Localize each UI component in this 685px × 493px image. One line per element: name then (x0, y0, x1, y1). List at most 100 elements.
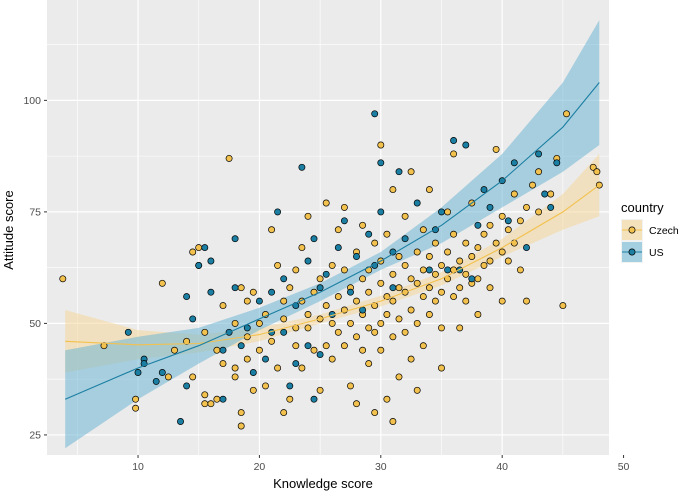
y-tick-label: 100 (23, 95, 41, 107)
point-us (413, 199, 421, 207)
point-czech (359, 221, 367, 229)
point-us (474, 221, 482, 229)
point-czech (304, 212, 312, 220)
point-czech (389, 186, 397, 194)
point-czech (219, 302, 227, 310)
point-us (310, 395, 318, 403)
point-czech (401, 261, 409, 269)
point-czech (268, 337, 276, 345)
point-czech (407, 306, 415, 314)
point-czech (298, 244, 306, 252)
point-czech (395, 315, 403, 323)
point-czech (407, 275, 415, 283)
fit-lines (64, 82, 600, 400)
point-czech (383, 311, 391, 318)
point-us (183, 293, 191, 301)
point-czech (510, 190, 518, 198)
point-czech (243, 355, 251, 363)
point-czech (207, 400, 215, 408)
point-us (365, 230, 373, 238)
point-czech (438, 261, 445, 269)
point-czech (438, 324, 445, 332)
point-czech (322, 302, 330, 310)
point-czech (304, 324, 312, 332)
point-czech (189, 373, 197, 381)
point-czech (132, 404, 140, 412)
point-czech (201, 391, 209, 399)
point-us (322, 270, 330, 278)
point-czech (237, 284, 245, 292)
point-us (310, 235, 318, 243)
point-czech (504, 257, 512, 265)
point-czech (389, 333, 397, 341)
point-czech (492, 145, 500, 153)
point-czech (59, 275, 67, 283)
x-tick-label: 20 (254, 461, 266, 473)
y-tick-label: 75 (29, 206, 41, 218)
y-axis-label: Attitude score (1, 190, 16, 270)
point-czech (486, 257, 494, 265)
point-czech (310, 346, 318, 354)
point-czech (462, 239, 470, 247)
point-us (359, 306, 367, 314)
point-us (450, 137, 458, 144)
point-us (304, 342, 312, 350)
point-czech (371, 328, 379, 336)
legend-key-point (628, 226, 636, 234)
point-czech (353, 333, 360, 341)
point-us (347, 288, 354, 296)
point-czech (274, 261, 282, 269)
point-czech (547, 190, 555, 198)
point-czech (389, 418, 397, 425)
point-czech (237, 422, 245, 430)
fit-line-us (64, 82, 600, 400)
point-czech (529, 181, 536, 189)
point-czech (340, 342, 348, 350)
point-us (395, 168, 403, 176)
point-us (316, 284, 324, 292)
point-us (231, 235, 239, 243)
point-us (486, 203, 494, 211)
point-czech (286, 284, 294, 292)
legend-entry-label: Czech (649, 225, 679, 237)
point-czech (158, 279, 166, 287)
point-czech (504, 226, 512, 234)
point-czech (377, 279, 385, 287)
point-us (255, 297, 263, 305)
point-czech (450, 150, 458, 158)
point-czech (462, 270, 470, 278)
point-czech (365, 360, 373, 368)
point-czech (468, 253, 476, 260)
point-czech (401, 328, 409, 336)
point-czech (444, 208, 452, 216)
y-tick-label: 50 (29, 318, 41, 330)
point-us (286, 382, 294, 390)
point-czech (280, 297, 288, 305)
point-us (134, 369, 142, 376)
point-czech (474, 275, 482, 283)
point-czech (359, 275, 367, 283)
point-czech (292, 342, 300, 350)
point-us (231, 284, 239, 292)
point-us (547, 203, 555, 211)
point-czech (328, 355, 336, 363)
point-us (207, 257, 215, 265)
point-czech (243, 297, 251, 305)
point-czech (474, 311, 482, 318)
point-czech (395, 373, 403, 381)
point-czech (347, 319, 354, 327)
point-czech (563, 110, 570, 118)
point-czech (395, 284, 403, 292)
point-czech (535, 208, 543, 216)
point-us (377, 208, 385, 216)
point-czech (365, 288, 373, 296)
point-czech (286, 395, 294, 403)
fit-line-czech (65, 184, 600, 346)
y-tick-label: 25 (29, 429, 41, 441)
point-us (334, 244, 342, 252)
point-czech (401, 212, 409, 220)
point-czech (249, 386, 257, 394)
point-czech (231, 364, 239, 372)
point-czech (498, 248, 506, 256)
point-us (377, 159, 385, 167)
